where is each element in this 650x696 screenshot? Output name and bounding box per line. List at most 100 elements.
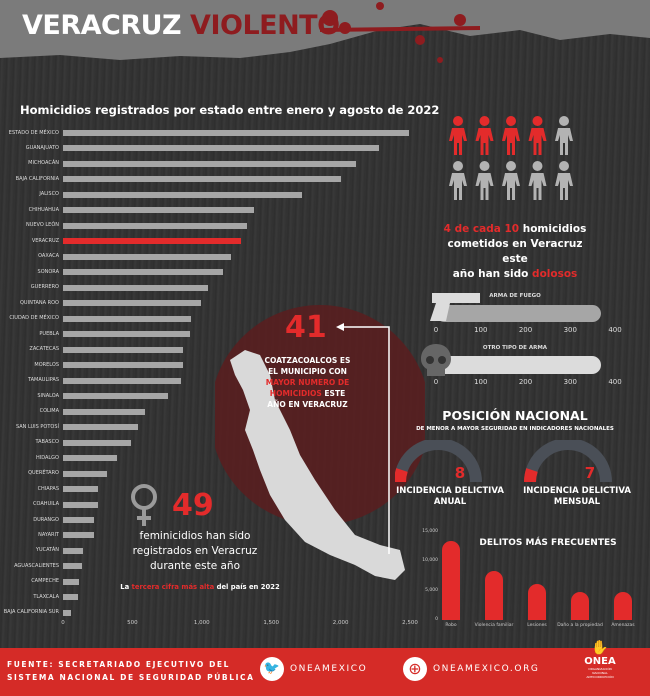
bar-label: MORELOS <box>34 361 59 368</box>
bar-label: OAXACA <box>38 253 59 260</box>
skull-icon <box>421 344 451 376</box>
person-icon <box>475 161 494 200</box>
bar <box>63 578 79 585</box>
arma-fuego-label: ARMA DE FUEGO <box>489 293 541 299</box>
delito-label: Robo <box>445 623 457 628</box>
delito-bar <box>485 571 503 620</box>
delito-bar <box>528 583 546 620</box>
twitter-icon: 🐦 <box>260 657 284 681</box>
source-text: FUENTE: SECRETARIADO EJECUTIVO DEL SISTEM… <box>7 658 254 684</box>
y-tick-label: 0 <box>435 617 438 622</box>
fem-note-b: del país en 2022 <box>216 583 280 591</box>
twitter-link[interactable]: ONEAMEXICO <box>290 664 368 674</box>
y-tick-label: 5,000 <box>425 587 438 593</box>
bar-label: TABASCO <box>35 439 59 446</box>
gauge-mensual-label: INCIDENCIA DELICTIVA MENSUAL <box>522 486 632 508</box>
bar <box>63 532 94 539</box>
bar-label: QUINTANA ROO <box>20 299 59 306</box>
header-band <box>0 0 650 63</box>
title-red: VIOLENTO <box>190 10 340 41</box>
coatza-text: COATZACOALCOS ES EL MUNICIPIO CON MAYOR N… <box>255 355 360 410</box>
bar <box>63 393 168 400</box>
people-icons <box>449 116 573 200</box>
gauge-anual <box>395 440 482 483</box>
x-tick-label: 2,500 <box>402 620 418 626</box>
person-icon <box>502 161 520 200</box>
delitos-title: DELITOS MÁS FRECUENTES <box>479 538 617 548</box>
title-white: VERACRUZ <box>22 10 182 41</box>
x-tick-label: 1,500 <box>263 620 280 626</box>
weapon-tick-label: 100 <box>474 378 488 386</box>
bar-label: CIUDAD DE MÉXICO <box>9 315 59 322</box>
dolosos-l2: cometidos en Veracruz este <box>447 238 583 265</box>
bar-label: ZACATECAS <box>29 346 59 353</box>
person-icon <box>449 161 467 200</box>
bar <box>63 191 302 198</box>
feminicidios-text: feminicidios han sido registrados en Vera… <box>120 529 270 574</box>
arrow-icon <box>336 323 390 554</box>
fem-note-red: tercera cifra más alta <box>131 583 215 591</box>
bar-label: GUANAJUATO <box>25 144 59 151</box>
bar-label: ESTADO DE MÉXICO <box>8 129 59 136</box>
dolosos-red: dolosos <box>532 268 578 280</box>
delito-label: Daño a la propiedad <box>557 623 603 628</box>
delito-label: Violencia familiar <box>474 623 514 628</box>
gauge-mensual-value: 7 <box>584 464 596 482</box>
coatza-l5: AÑO EN VERACRUZ <box>267 400 348 409</box>
delito-label: Lesiones <box>527 623 547 628</box>
bar-label: MICHOACÁN <box>28 160 59 167</box>
fem-l1: feminicidios han sido <box>139 530 251 542</box>
bar <box>63 130 409 136</box>
fem-l3: durante este año <box>150 560 240 572</box>
bar-label: HIDALGO <box>35 454 59 461</box>
chart-title: Homicidios registrados por estado entre … <box>20 103 440 117</box>
footer: FUENTE: SECRETARIADO EJECUTIVO DEL SISTEM… <box>0 640 650 696</box>
dolosos-ratio: 4 de cada 10 <box>443 223 520 235</box>
weapon-tick-label: 300 <box>563 326 577 334</box>
veracruz-map <box>215 305 425 580</box>
weapon-tick-label: 200 <box>518 378 533 386</box>
otro-arma-bar <box>436 356 601 374</box>
bar <box>63 517 94 523</box>
person-icon <box>528 161 547 200</box>
bar <box>63 424 138 431</box>
bar <box>63 284 209 291</box>
bar <box>63 238 241 245</box>
bar-label: CHIHUAHUA <box>28 206 59 213</box>
logo-text: ONEA <box>584 656 616 667</box>
bar-label: VERACRUZ <box>31 237 59 244</box>
bar <box>63 362 184 369</box>
bar <box>63 408 145 415</box>
weapon-tick-label: 400 <box>608 326 622 334</box>
bar-label: NUEVO LEÓN <box>25 222 59 229</box>
gauge-anual-l1: INCIDENCIA DELICTIVA <box>396 486 504 496</box>
hand-icon: ✋ <box>591 640 609 656</box>
bar-label: COAHUILA <box>33 501 59 508</box>
dolosos-l3: año han sido <box>452 268 529 280</box>
dolosos-l1: homicidios <box>522 223 587 235</box>
person-icon <box>449 116 467 155</box>
bar <box>63 160 356 167</box>
delito-bar <box>571 591 589 620</box>
x-tick-label: 500 <box>127 620 138 626</box>
bar-label: COLIMA <box>39 408 59 415</box>
weapon-tick-label: 300 <box>563 378 577 386</box>
fem-l2: registrados en Veracruz <box>132 545 258 557</box>
feminicidios-number: 49 <box>172 488 214 523</box>
bar-label: SINALOA <box>37 392 59 399</box>
gauge-mensual-l2: MENSUAL <box>553 497 601 507</box>
gauge-anual-l2: ANUAL <box>433 497 467 507</box>
coatza-l2: EL MUNICIPIO CON <box>268 367 347 376</box>
delito-label: Amenazas <box>611 623 635 628</box>
bar-label: QUERÉTARO <box>28 470 59 477</box>
web-link[interactable]: ONEAMEXICO.ORG <box>433 664 540 674</box>
delito-bar <box>442 540 460 620</box>
person-icon <box>502 116 520 155</box>
weapon-tick-label: 200 <box>518 326 533 334</box>
bar <box>63 145 379 152</box>
source-l2: SISTEMA NACIONAL DE SEGURIDAD PÚBLICA <box>7 673 255 682</box>
bar-label: TAMAULIPAS <box>27 377 59 384</box>
arma-fuego-bar <box>436 305 601 322</box>
coatza-number: 41 <box>285 310 327 345</box>
